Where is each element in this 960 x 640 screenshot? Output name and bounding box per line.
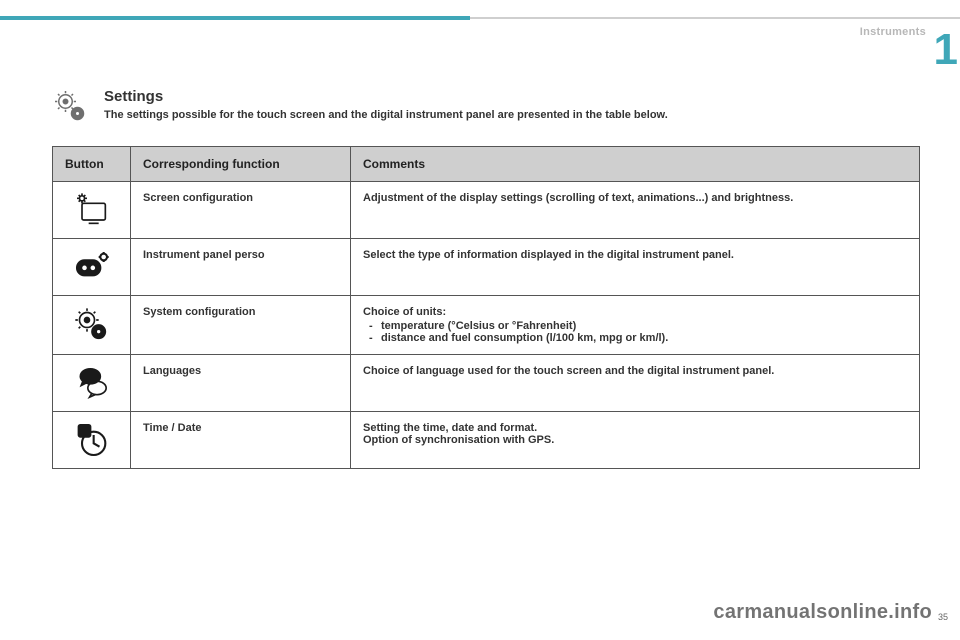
comment-line: Choice of units:	[363, 306, 907, 318]
comments-cell: Choice of units: temperature (°Celsius or…	[351, 296, 920, 355]
function-cell: Screen configuration	[131, 182, 351, 239]
function-cell: Time / Date	[131, 412, 351, 469]
comments-cell: Setting the time, date and format.Option…	[351, 412, 920, 469]
settings-gears-icon	[52, 88, 88, 124]
col-button: Button	[53, 147, 131, 182]
function-cell: Instrument panel perso	[131, 239, 351, 296]
page-number: 35	[938, 612, 948, 622]
comment-line: Adjustment of the display settings (scro…	[363, 192, 907, 204]
section-label: Instruments	[860, 26, 926, 38]
watermark: carmanualsonline.info	[713, 601, 932, 624]
instrument-panel-icon	[72, 247, 112, 287]
top-divider	[470, 17, 960, 19]
svg-text:8: 8	[81, 426, 86, 436]
table-row: 8 Time / DateSetting the time, date and …	[53, 412, 920, 469]
svg-text:F: F	[87, 372, 92, 381]
button-icon-cell: F	[53, 355, 131, 412]
intro-text: Settings The settings possible for the t…	[104, 88, 668, 121]
table-header-row: Button Corresponding function Comments	[53, 147, 920, 182]
system-config-icon	[72, 305, 112, 345]
table-body: Screen configuration Adjustment of the di…	[53, 182, 920, 469]
button-icon-cell	[53, 182, 131, 239]
screen-brightness-icon	[72, 190, 112, 230]
button-icon-cell	[53, 239, 131, 296]
settings-table: Button Corresponding function Comments S…	[52, 146, 920, 469]
comments-cell: Adjustment of the display settings (scro…	[351, 182, 920, 239]
comment-line: Option of synchronisation with GPS.	[363, 434, 907, 446]
button-icon-cell: 8	[53, 412, 131, 469]
comment-line: Select the type of information displayed…	[363, 249, 907, 261]
button-icon-cell	[53, 296, 131, 355]
comment-list-item: distance and fuel consumption (l/100 km,…	[363, 332, 907, 344]
table-row: System configuration Choice of units: temp…	[53, 296, 920, 355]
page-title: Settings	[104, 88, 668, 105]
accent-bar	[0, 16, 470, 20]
comments-cell: Choice of language used for the touch sc…	[351, 355, 920, 412]
page: Instruments 1 Settings The settings poss…	[0, 0, 960, 640]
page-subtitle: The settings possible for the touch scre…	[104, 109, 668, 121]
intro-row: Settings The settings possible for the t…	[52, 88, 920, 124]
function-cell: Languages	[131, 355, 351, 412]
languages-icon: F	[72, 363, 112, 403]
col-function: Corresponding function	[131, 147, 351, 182]
table-row: F Languages Choice of language used for t…	[53, 355, 920, 412]
time-date-icon: 8	[72, 420, 112, 460]
comments-cell: Select the type of information displayed…	[351, 239, 920, 296]
function-cell: System configuration	[131, 296, 351, 355]
comment-line: Choice of language used for the touch sc…	[363, 365, 907, 377]
chapter-number: 1	[934, 28, 960, 72]
comment-list-item: temperature (°Celsius or °Fahrenheit)	[363, 320, 907, 332]
comment-line: Setting the time, date and format.	[363, 422, 907, 434]
comment-list: temperature (°Celsius or °Fahrenheit)dis…	[363, 320, 907, 344]
table-row: Screen configuration Adjustment of the di…	[53, 182, 920, 239]
table-row: Instrument panel perso Select the type of…	[53, 239, 920, 296]
col-comments: Comments	[351, 147, 920, 182]
content-area: Settings The settings possible for the t…	[52, 88, 920, 469]
